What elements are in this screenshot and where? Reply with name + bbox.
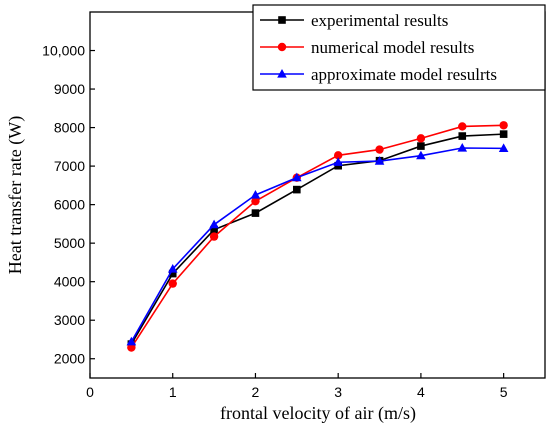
x-tick-label: 0 [86, 384, 94, 400]
data-point [458, 132, 467, 140]
data-point [251, 209, 260, 217]
data-point [250, 190, 261, 199]
data-point [209, 219, 219, 229]
data-point [374, 156, 385, 165]
data-point [292, 172, 302, 182]
data-point [251, 196, 260, 206]
data-point [416, 150, 426, 160]
x-tick-label: 1 [169, 384, 177, 400]
series-1 [127, 130, 508, 348]
data-point [499, 121, 508, 130]
data-point [210, 225, 218, 234]
series-line [130, 133, 504, 345]
data-point [417, 142, 425, 150]
legend-marker [277, 42, 287, 52]
y-tick-label: 7000 [54, 158, 85, 174]
y-tick-label: 9000 [54, 81, 85, 97]
data-point [127, 343, 136, 352]
data-point [293, 185, 301, 194]
data-point [416, 134, 426, 143]
y-tick-label: 6000 [54, 197, 85, 213]
legend-entry: experimental results [260, 11, 448, 30]
y-tick-label: 4000 [54, 274, 85, 290]
series-2 [127, 121, 508, 352]
data-point [168, 269, 177, 278]
legend-label: experimental results [311, 11, 448, 30]
series-layer [126, 121, 509, 352]
data-point [333, 151, 343, 160]
data-point [457, 142, 468, 152]
axes: 0 1 2 3 4 5 2000 3000 4000 5000 6000 7000 8000 9000 10… [42, 43, 508, 400]
data-point [167, 263, 178, 273]
data-point [333, 157, 343, 166]
series-3 [126, 142, 509, 346]
legend: experimental results numerical model resu… [252, 4, 546, 91]
x-tick-label: 5 [500, 384, 508, 400]
x-tick-label: 3 [334, 384, 342, 400]
data-point [498, 143, 509, 152]
legend-marker [277, 69, 287, 78]
data-point [126, 336, 137, 346]
y-tick-label: 3000 [54, 312, 85, 328]
legend-entry: numerical model results [260, 38, 474, 57]
series-line [130, 124, 504, 348]
y-tick-label: 5000 [54, 235, 85, 251]
y-tick-label: 10,000 [42, 43, 85, 59]
data-point [209, 232, 219, 241]
legend-marker [278, 16, 286, 24]
data-point [168, 279, 177, 288]
data-point [458, 122, 467, 131]
y-axis-title: Heat transfer rate (W) [5, 116, 26, 274]
x-axis-title: frontal velocity of air (m/s) [220, 403, 416, 424]
legend-entry: approximate model resulrts [260, 65, 497, 84]
x-tick-label: 4 [417, 384, 425, 400]
legend-label: numerical model results [311, 38, 474, 57]
data-point [499, 130, 508, 138]
x-tick-label: 2 [252, 384, 260, 400]
series-line [130, 147, 504, 343]
legend-label: approximate model resulrts [311, 65, 497, 84]
y-tick-label: 8000 [54, 120, 85, 136]
legend-entries: experimental results numerical model resu… [260, 11, 497, 84]
data-point [375, 145, 384, 154]
y-tick-label: 2000 [54, 351, 85, 367]
